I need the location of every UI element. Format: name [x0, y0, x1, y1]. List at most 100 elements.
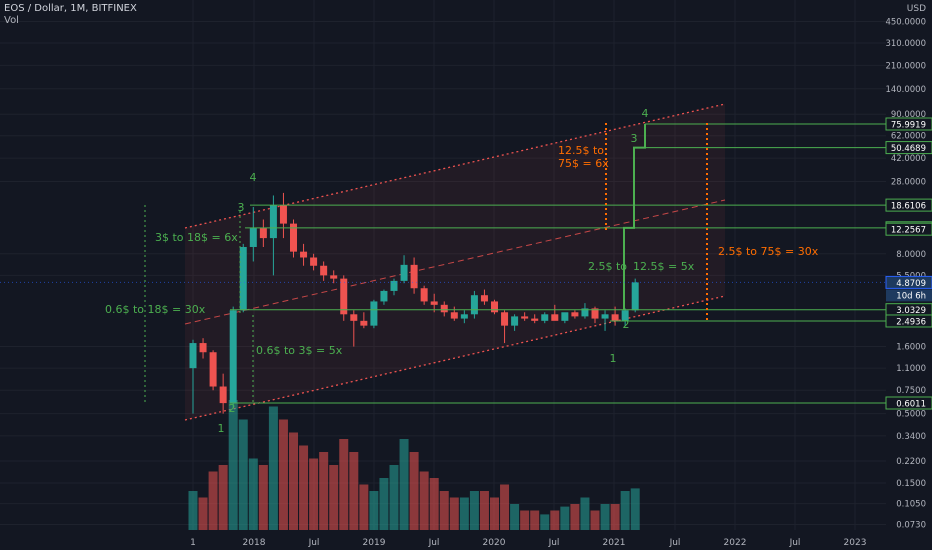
annotation-label: 0.6$ to 18$ = 30x [105, 303, 206, 316]
wave-label: 1 [610, 352, 617, 365]
candle-body [189, 343, 197, 369]
volume-bar [369, 491, 379, 530]
x-tick-label: 2019 [363, 538, 386, 548]
candle-body [300, 251, 308, 258]
volume-bar [550, 510, 560, 530]
candle-body [420, 288, 428, 302]
annotation-label: 75$ = 6x [558, 157, 609, 170]
y-tick-label: 0.1050 [896, 500, 926, 510]
price-badge-label: 50.4689 [891, 144, 926, 154]
y-tick-label: 0.2200 [896, 457, 926, 467]
countdown-label: 10d 6h [896, 291, 926, 301]
candle-body [290, 223, 297, 252]
price-badge-label: 12.2567 [891, 226, 926, 236]
candle-body [390, 280, 398, 291]
volume-bar [319, 452, 329, 530]
volume-bar [570, 504, 580, 530]
candle-body [450, 312, 458, 319]
y-tick-label: 90.0000 [891, 110, 926, 120]
volume-bar [520, 510, 530, 530]
y-tick-label: 450.0000 [885, 17, 926, 27]
volume-bar [349, 452, 359, 530]
candle-body [460, 314, 468, 319]
candle-body [430, 301, 438, 305]
wave-label: 2 [623, 318, 630, 331]
volume-bar [439, 491, 449, 530]
y-tick-label: 42.0000 [891, 154, 926, 164]
volume-bar [278, 419, 288, 530]
price-badge [885, 314, 932, 328]
volume-bar [198, 497, 208, 530]
candle-body [611, 314, 619, 321]
volume-bar [540, 514, 550, 530]
wave-label: 3 [631, 132, 638, 145]
volume-bar [208, 471, 218, 530]
y-tick-label: 1.1000 [896, 364, 926, 374]
currency-label[interactable]: USD [906, 4, 926, 14]
candle-body [480, 295, 488, 302]
volume-bar [469, 491, 479, 530]
y-tick-label: 0.1500 [896, 479, 926, 489]
volume-bar [500, 484, 510, 530]
annotation-label: 12.5$ = 5x [633, 260, 695, 273]
projection-path [623, 124, 646, 310]
annotation-label: 2.5$ to 75$ = 30x [718, 245, 819, 258]
volume-bar [329, 465, 339, 530]
price-badge-label: 75.9919 [891, 121, 926, 131]
volume-bar [419, 471, 429, 530]
volume-bar [610, 504, 620, 530]
y-tick-label: 210.0000 [885, 61, 926, 71]
candle-body [631, 282, 639, 311]
volume-bar [289, 432, 298, 530]
candle-body [621, 310, 629, 321]
volume-bar [359, 484, 369, 530]
annotation-label: 12.5$ to [558, 144, 604, 157]
price-badge-label: 18.6106 [891, 202, 926, 212]
price-badge [885, 222, 932, 236]
candle-body [511, 316, 519, 326]
volume-bar [479, 491, 489, 530]
countdown-badge [886, 289, 932, 302]
price-badge-label: 4.8709 [896, 279, 926, 289]
candle-body [340, 278, 348, 315]
annotation-label: 2.5$ to [588, 260, 627, 273]
candle-body [209, 352, 217, 387]
price-badge [885, 198, 932, 212]
wave-label: 4 [250, 171, 257, 184]
volume-bar [620, 491, 630, 530]
candle-body [581, 308, 589, 317]
volume-bar [379, 478, 389, 530]
annotation-label: 3$ to 18$ = 6x [155, 231, 238, 244]
y-tick-label: 0.0730 [896, 521, 926, 531]
x-tick-label: 1 [190, 538, 196, 548]
volume-bar [238, 419, 248, 530]
symbol-title[interactable]: EOS / Dollar, 1M, BITFINEX [4, 3, 137, 14]
volume-label[interactable]: Vol [4, 15, 19, 26]
volume-bar [218, 465, 228, 530]
volume-bar [188, 491, 198, 530]
x-tick-label: 2018 [243, 538, 266, 548]
volume-bar [399, 439, 409, 530]
wave-label: 2 [229, 402, 236, 415]
volume-bar [490, 497, 499, 530]
candle-body [571, 312, 579, 317]
volume-bar [409, 452, 419, 530]
volume-bar [630, 488, 640, 530]
channel-fill [185, 104, 725, 420]
volume-bar [580, 497, 590, 530]
candle-body [259, 228, 267, 239]
y-tick-label: 310.0000 [885, 39, 926, 49]
candle-body [400, 264, 408, 281]
candle-body [219, 386, 227, 404]
price-badge [885, 396, 932, 410]
volume-bar [299, 445, 309, 530]
x-tick-label: 2023 [844, 538, 867, 548]
price-badge-label: 0.6011 [896, 400, 926, 410]
channel-upper-line [184, 103, 726, 229]
annotation-label: 0.6$ to 3$ = 5x [256, 344, 343, 357]
candle-body [330, 275, 338, 279]
candle-body [360, 320, 368, 326]
candle-body [561, 312, 569, 321]
x-tick-label: 2020 [483, 538, 506, 548]
